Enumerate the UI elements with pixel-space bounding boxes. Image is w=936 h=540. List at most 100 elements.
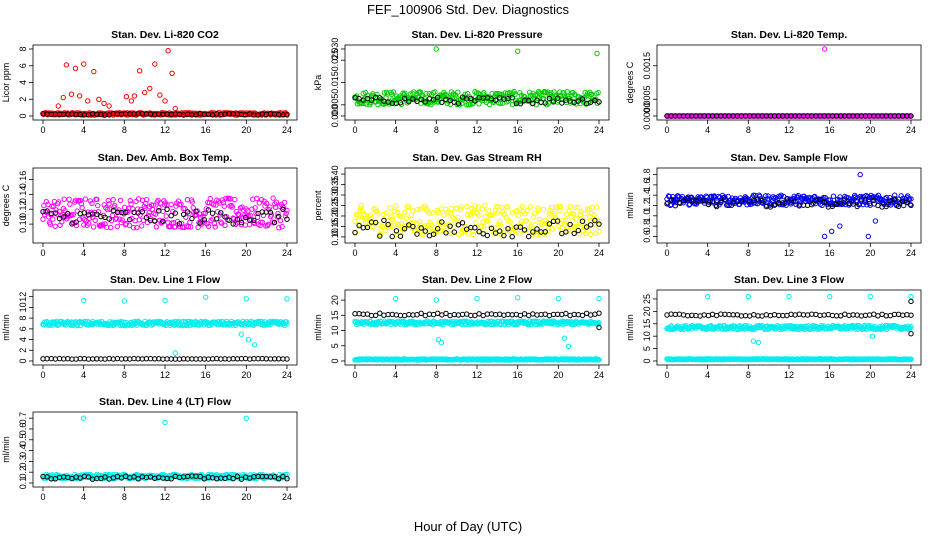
data-point	[447, 230, 453, 237]
data-point	[517, 101, 524, 107]
data-point	[156, 205, 162, 211]
data-point	[429, 210, 436, 216]
data-point	[588, 312, 594, 318]
outlier-point	[872, 218, 879, 224]
data-point	[596, 228, 602, 235]
outlier-point	[755, 339, 762, 346]
x-tick-label: 8	[434, 370, 439, 380]
data-point	[458, 204, 464, 210]
outlier-point	[515, 48, 521, 54]
data-point	[531, 214, 537, 220]
data-point	[230, 221, 236, 227]
outlier-point	[393, 295, 399, 302]
data-point	[65, 211, 71, 217]
y-tick-label: 0.3	[18, 455, 28, 468]
data-point	[468, 95, 474, 102]
data-point	[479, 206, 485, 212]
data-point	[422, 228, 428, 234]
data-point	[420, 232, 426, 238]
data-point	[488, 225, 495, 232]
y-tick-label: 0.10	[330, 228, 340, 246]
data-point	[470, 231, 476, 238]
data-point	[259, 219, 266, 226]
y-tick-label: 0.1	[18, 477, 28, 490]
panel-title: Stan. Dev. Line 2 Flow	[422, 274, 533, 286]
data-point	[596, 221, 602, 227]
data-point	[795, 192, 802, 199]
data-point	[418, 310, 424, 316]
data-point	[205, 207, 212, 213]
data-point	[883, 203, 889, 210]
outlier-point	[596, 324, 602, 331]
data-point	[579, 218, 586, 224]
data-point	[373, 312, 379, 319]
plot-frame	[344, 44, 610, 121]
data-point	[453, 94, 459, 100]
data-point	[403, 215, 410, 222]
data-point	[484, 222, 490, 229]
data-point	[496, 219, 503, 225]
x-tick-label: 4	[393, 248, 398, 258]
outlier-point	[474, 295, 480, 302]
data-point	[533, 229, 539, 235]
data-point	[462, 91, 468, 98]
y-tick-label: 0.20	[330, 207, 340, 225]
data-point	[554, 95, 561, 101]
panel-title: Stan. Dev. Gas Stream RH	[412, 152, 541, 164]
data-point	[439, 99, 445, 106]
x-tick-label: 16	[513, 370, 523, 380]
data-point	[579, 96, 586, 102]
y-axis-label: ml/min	[1, 314, 11, 341]
data-point	[543, 220, 549, 226]
data-point	[432, 89, 438, 95]
data-point	[220, 199, 227, 206]
data-point	[668, 197, 674, 203]
data-point	[459, 220, 466, 226]
data-point	[102, 474, 108, 480]
data-point	[368, 97, 375, 103]
outlier-point	[594, 50, 600, 57]
x-tick-label: 24	[594, 248, 604, 258]
x-tick-label: 12	[784, 248, 794, 258]
data-point	[456, 218, 463, 225]
data-point	[423, 90, 429, 97]
data-point	[168, 213, 174, 219]
data-point	[562, 92, 568, 98]
data-point	[252, 205, 258, 211]
panel-title: Stan. Dev. Line 1 Flow	[110, 274, 221, 286]
data-point	[209, 210, 216, 216]
data-point	[389, 216, 396, 222]
series-1	[40, 111, 290, 118]
x-tick-label: 12	[472, 125, 482, 135]
data-point	[90, 224, 97, 230]
data-point	[425, 227, 432, 233]
y-tick-label: 1.4	[642, 189, 652, 202]
x-tick-label: 12	[160, 492, 170, 502]
data-point	[172, 210, 179, 216]
data-point	[422, 203, 428, 209]
x-tick-label: 16	[513, 125, 523, 135]
data-point	[513, 208, 520, 214]
data-point	[546, 95, 553, 102]
y-tick-label: 20	[642, 306, 652, 316]
x-tick-label: 12	[784, 125, 794, 135]
outlier-point	[152, 61, 158, 67]
x-tick-label: 24	[906, 248, 916, 258]
data-point	[596, 99, 602, 105]
data-point	[887, 198, 893, 204]
data-point	[185, 209, 191, 215]
data-point	[875, 192, 882, 199]
data-point	[89, 200, 95, 207]
x-tick-label: 4	[705, 370, 710, 380]
data-point	[908, 323, 914, 330]
data-point	[242, 214, 249, 221]
data-point	[492, 230, 499, 236]
data-point	[571, 230, 577, 237]
data-point	[117, 197, 124, 204]
data-point	[178, 201, 184, 208]
y-tick-label: 8	[18, 316, 28, 321]
outlier-point	[136, 68, 143, 74]
data-point	[50, 216, 56, 222]
data-point	[451, 229, 457, 235]
data-point	[381, 90, 388, 96]
